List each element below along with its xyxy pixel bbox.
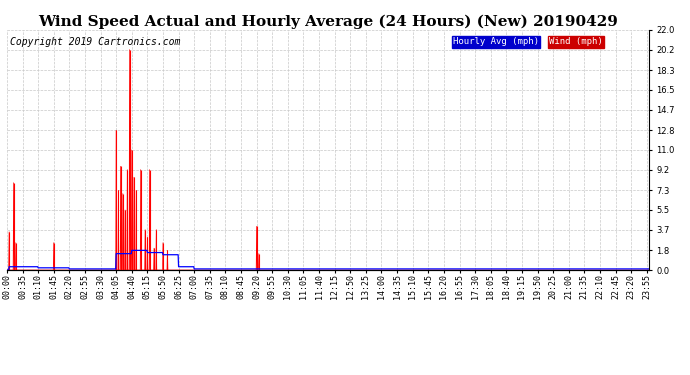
- Text: Copyright 2019 Cartronics.com: Copyright 2019 Cartronics.com: [10, 37, 181, 47]
- Text: Wind (mph): Wind (mph): [549, 37, 603, 46]
- Title: Wind Speed Actual and Hourly Average (24 Hours) (New) 20190429: Wind Speed Actual and Hourly Average (24…: [38, 15, 618, 29]
- Text: Hourly Avg (mph): Hourly Avg (mph): [453, 37, 539, 46]
